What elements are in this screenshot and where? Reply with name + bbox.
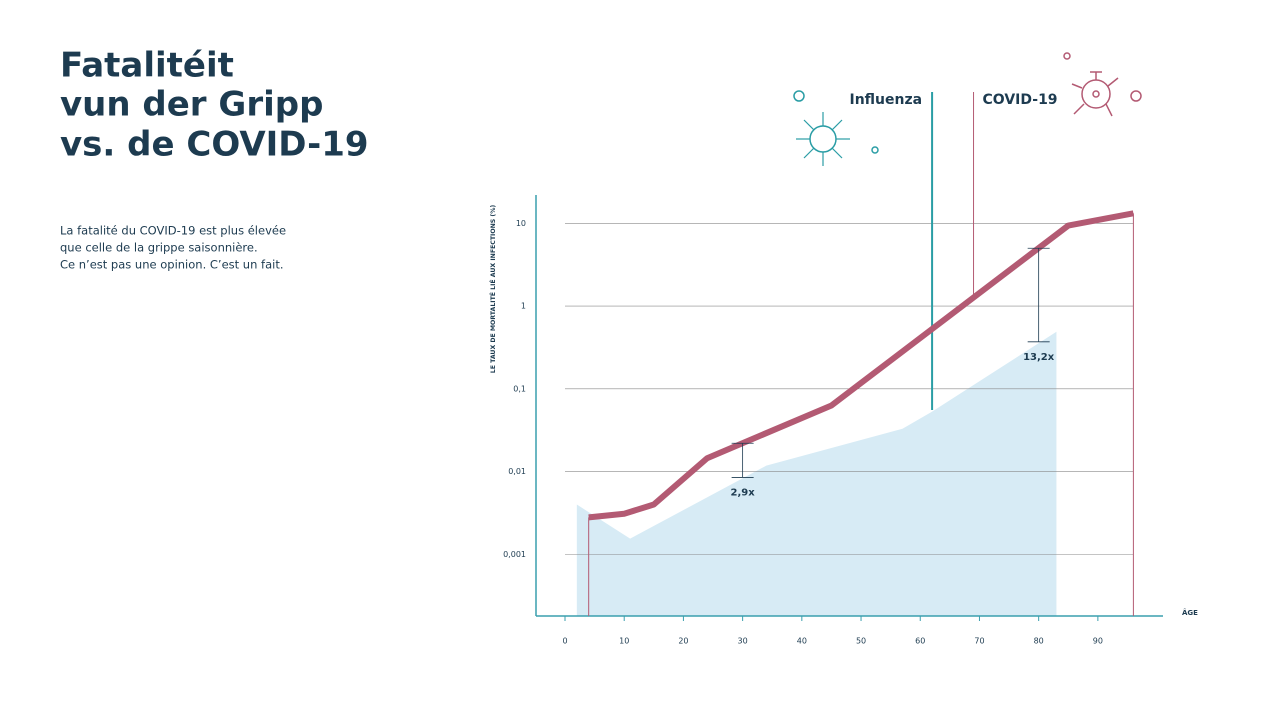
y-axis-label: LE TAUX DE MORTALITÉ LIÉ AUX INFECTIONS … [488, 205, 497, 374]
x-tick-label: 60 [915, 637, 925, 646]
x-tick-label: 0 [562, 637, 567, 646]
x-tick-label: 40 [797, 637, 807, 646]
y-tick-label: 1 [521, 302, 526, 311]
x-tick-label: 90 [1093, 637, 1103, 646]
marker-label: Influenza [850, 92, 923, 108]
x-tick-label: 70 [974, 637, 984, 646]
plot: 0,001 0,01 0,1 1 10 0 10 20 30 40 50 60 70 80 90 ÂGE LE … [488, 92, 1198, 646]
ratio-label: 2,9x [731, 487, 756, 498]
flu-area [576, 331, 1057, 616]
x-tick-label: 20 [678, 637, 688, 646]
flu-icon [793, 90, 879, 166]
y-tick-label: 0,01 [508, 467, 526, 476]
title-line: vs. de COVID-19 [60, 125, 369, 165]
marker-label: COVID-19 [983, 92, 1058, 108]
y-tick-label: 0,1 [513, 384, 526, 393]
x-tick-label: 50 [856, 637, 866, 646]
x-tick-label: 10 [619, 637, 629, 646]
title-line: Fatalitéit [60, 46, 234, 86]
covid-icon [1063, 52, 1142, 117]
y-tick-label: 10 [516, 219, 526, 228]
body-text: que celle de la grippe saisonnière. [60, 241, 258, 255]
title-line: vun der Gripp [60, 85, 323, 125]
y-tick-label: 0,001 [503, 550, 526, 559]
ratio-label: 13,2x [1023, 352, 1055, 363]
x-tick-label: 30 [738, 637, 748, 646]
body-text: La fatalité du COVID-19 est plus élevée [60, 224, 286, 238]
covid-line [588, 210, 1134, 521]
x-axis-label: ÂGE [1182, 608, 1198, 617]
x-tick-label: 80 [1034, 637, 1044, 646]
body-text: Ce n’est pas une opinion. C’est un fait. [60, 258, 284, 272]
